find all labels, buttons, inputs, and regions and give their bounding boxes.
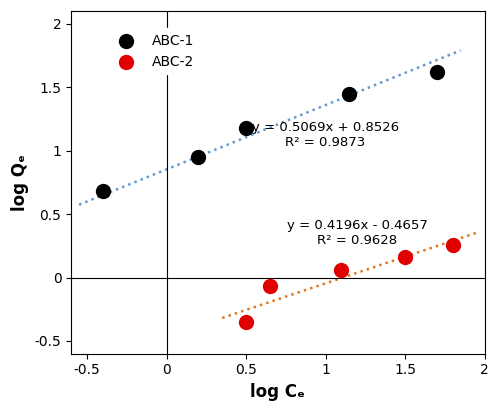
ABC-1 xyxy=(242,124,250,131)
Text: y = 0.4196x - 0.4657
R² = 0.9628: y = 0.4196x - 0.4657 R² = 0.9628 xyxy=(287,219,428,247)
ABC-2 xyxy=(448,241,456,248)
ABC-2 xyxy=(266,283,274,290)
ABC-2 xyxy=(242,318,250,325)
Text: y = 0.5069x + 0.8526
R² = 0.9873: y = 0.5069x + 0.8526 R² = 0.9873 xyxy=(252,122,399,150)
ABC-1 xyxy=(346,90,354,97)
ABC-2 xyxy=(338,267,345,273)
ABC-1 xyxy=(433,69,441,75)
ABC-2 xyxy=(401,254,409,260)
ABC-1 xyxy=(99,188,107,194)
ABC-1 xyxy=(194,154,202,160)
Legend: ABC-1, ABC-2: ABC-1, ABC-2 xyxy=(107,28,200,75)
Y-axis label: log Qₑ: log Qₑ xyxy=(11,154,29,211)
X-axis label: log Cₑ: log Cₑ xyxy=(250,383,306,401)
